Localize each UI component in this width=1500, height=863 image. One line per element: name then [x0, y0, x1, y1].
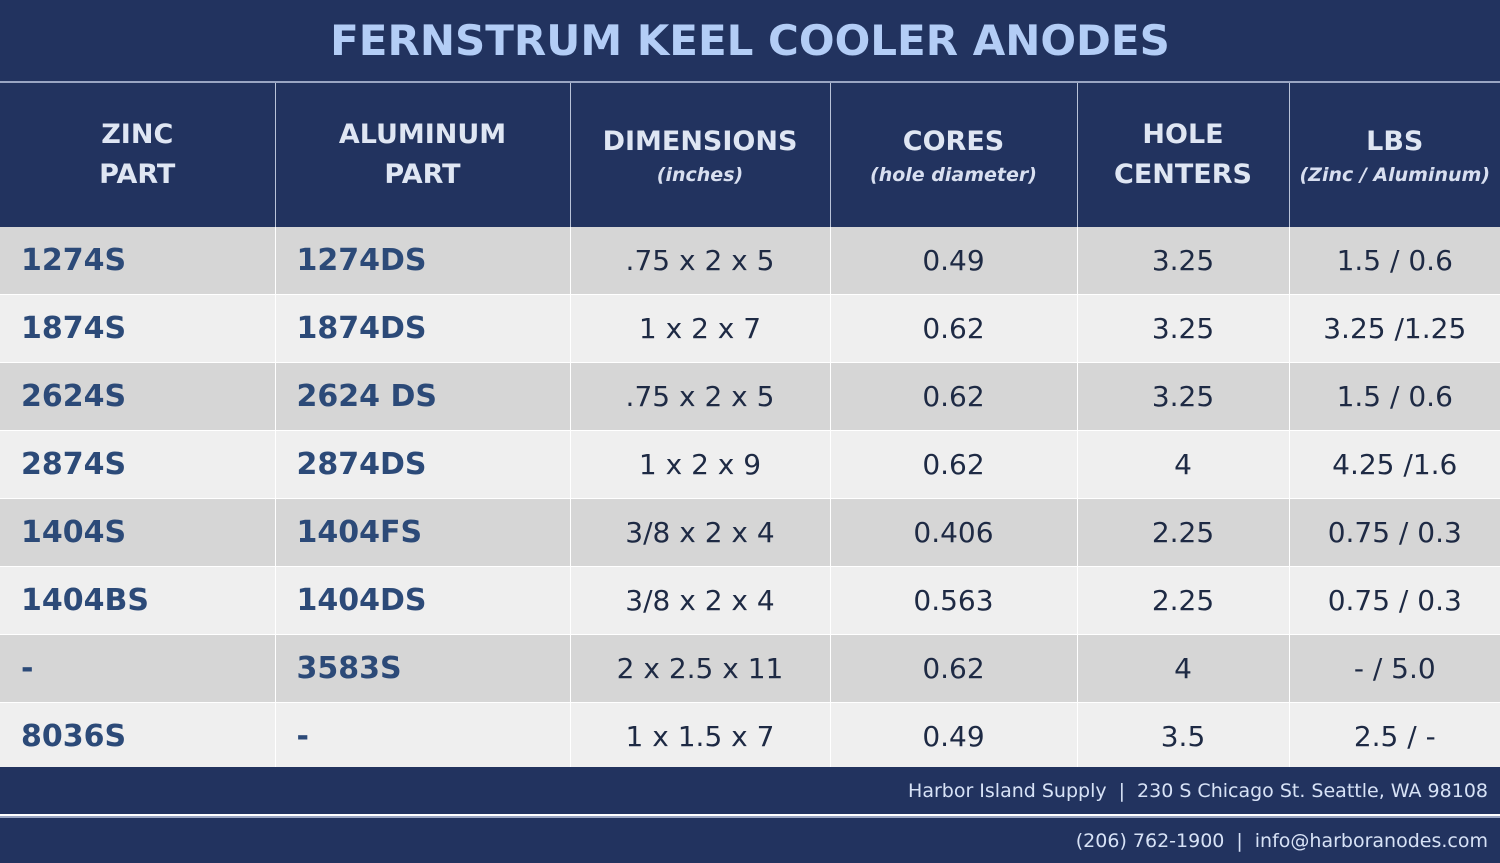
header-sub: (hole diameter): [870, 164, 1037, 186]
cell-zinc-part: 2874S: [0, 430, 276, 499]
header-dimensions: DIMENSIONS (inches): [570, 83, 831, 227]
cell-zinc-part: 2624S: [0, 362, 276, 431]
cell-hole-centers: 3.25: [1077, 227, 1290, 295]
cell-aluminum-part: 1404FS: [275, 498, 571, 567]
cell-dimensions: .75 x 2 x 5: [570, 362, 831, 431]
cell-cores: 0.62: [830, 430, 1078, 499]
header-main: ZINC PART: [99, 119, 176, 190]
cell-hole-centers: 3.25: [1077, 362, 1290, 431]
cell-hole-centers: 4: [1077, 430, 1290, 499]
cell-lbs: 3.25 /1.25: [1289, 294, 1500, 363]
header-hole-centers: HOLE CENTERS: [1077, 83, 1290, 227]
cell-lbs: 1.5 / 0.6: [1289, 227, 1500, 295]
cell-aluminum-part: 3583S: [275, 634, 571, 703]
cell-aluminum-part: 1404DS: [275, 566, 571, 635]
title-banner: FERNSTRUM KEEL COOLER ANODES: [0, 0, 1500, 83]
table-row: 2874S 2874DS 1 x 2 x 9 0.62 4 4.25 /1.6: [0, 430, 1500, 499]
header-sub: (inches): [656, 164, 744, 186]
cell-zinc-part: 1404BS: [0, 566, 276, 635]
cell-dimensions: 1 x 2 x 7: [570, 294, 831, 363]
cell-hole-centers: 3.5: [1077, 702, 1290, 771]
table-row: 1874S 1874DS 1 x 2 x 7 0.62 3.25 3.25 /1.25: [0, 294, 1500, 363]
table-row: 1404BS 1404DS 3/8 x 2 x 4 0.563 2.25 0.75 / 0…: [0, 566, 1500, 635]
cell-dimensions: 3/8 x 2 x 4: [570, 566, 831, 635]
cell-lbs: 1.5 / 0.6: [1289, 362, 1500, 431]
cell-hole-centers: 2.25: [1077, 498, 1290, 567]
cell-dimensions: 3/8 x 2 x 4: [570, 498, 831, 567]
cell-aluminum-part: 1874DS: [275, 294, 571, 363]
cell-cores: 0.406: [830, 498, 1078, 567]
table-body: 1274S 1274DS .75 x 2 x 5 0.49 3.25 1.5 / 0.6 1…: [0, 227, 1500, 771]
footer-phone: (206) 762-1900: [1075, 829, 1225, 852]
cell-hole-centers: 3.25: [1077, 294, 1290, 363]
table-row: 1404S 1404FS 3/8 x 2 x 4 0.406 2.25 0.75 / 0.…: [0, 498, 1500, 567]
footer-company: Harbor Island Supply: [908, 779, 1107, 802]
cell-dimensions: 1 x 2 x 9: [570, 430, 831, 499]
cell-zinc-part: 1874S: [0, 294, 276, 363]
cell-dimensions: .75 x 2 x 5: [570, 227, 831, 295]
footer-separator: |: [1236, 829, 1243, 852]
table-row: -3583S 2 x 2.5 x 11 0.62 4- / 5.0: [0, 634, 1500, 703]
footer-separator: |: [1118, 779, 1126, 802]
footer-contact-bar: (206) 762-1900 | info@harboranodes.com: [0, 816, 1500, 863]
cell-lbs: 0.75 / 0.3: [1289, 498, 1500, 567]
footer-address-bar: Harbor Island Supply | 230 S Chicago St.…: [0, 767, 1500, 814]
cell-cores: 0.62: [830, 634, 1078, 703]
cell-aluminum-part: -: [275, 702, 571, 771]
cell-aluminum-part: 2624 DS: [275, 362, 571, 431]
header-sub: (Zinc / Aluminum): [1299, 164, 1491, 186]
header-cores: CORES (hole diameter): [830, 83, 1078, 227]
cell-aluminum-part: 1274DS: [275, 227, 571, 295]
cell-cores: 0.62: [830, 294, 1078, 363]
header-main: ALUMINUM PART: [338, 119, 507, 190]
table-row: 2624S 2624 DS .75 x 2 x 5 0.62 3.25 1.5 / 0.6: [0, 362, 1500, 431]
cell-lbs: 4.25 /1.6: [1289, 430, 1500, 499]
header-aluminum-part: ALUMINUM PART: [275, 83, 571, 227]
cell-hole-centers: 2.25: [1077, 566, 1290, 635]
anode-table: ZINC PART ALUMINUM PART DIMENSIONS (inch…: [0, 83, 1500, 771]
header-main: DIMENSIONS: [602, 126, 798, 157]
cell-cores: 0.62: [830, 362, 1078, 431]
header-main: HOLE CENTERS: [1114, 119, 1252, 190]
cell-zinc-part: 8036S: [0, 702, 276, 771]
cell-cores: 0.49: [830, 227, 1078, 295]
page-title: FERNSTRUM KEEL COOLER ANODES: [330, 16, 1170, 65]
cell-aluminum-part: 2874DS: [275, 430, 571, 499]
cell-lbs: 0.75 / 0.3: [1289, 566, 1500, 635]
cell-hole-centers: 4: [1077, 634, 1290, 703]
table-row: 8036S -1 x 1.5 x 7 0.49 3.5 2.5 / -: [0, 702, 1500, 771]
footer-address: 230 S Chicago St. Seattle, WA 98108: [1137, 779, 1488, 802]
cell-cores: 0.49: [830, 702, 1078, 771]
header-lbs: LBS (Zinc / Aluminum): [1289, 83, 1500, 227]
header-row: ZINC PART ALUMINUM PART DIMENSIONS (inch…: [0, 83, 1500, 227]
cell-zinc-part: 1404S: [0, 498, 276, 567]
cell-zinc-part: -: [0, 634, 276, 703]
cell-lbs: - / 5.0: [1289, 634, 1500, 703]
header-main: LBS: [1366, 126, 1424, 157]
cell-dimensions: 2 x 2.5 x 11: [570, 634, 831, 703]
cell-zinc-part: 1274S: [0, 227, 276, 295]
cell-dimensions: 1 x 1.5 x 7: [570, 702, 831, 771]
cell-lbs: 2.5 / -: [1289, 702, 1500, 771]
table-row: 1274S 1274DS .75 x 2 x 5 0.49 3.25 1.5 / 0.6: [0, 227, 1500, 295]
header-main: CORES: [902, 126, 1005, 157]
cell-cores: 0.563: [830, 566, 1078, 635]
footer-email-link[interactable]: info@harboranodes.com: [1254, 829, 1488, 852]
header-zinc-part: ZINC PART: [0, 83, 276, 227]
